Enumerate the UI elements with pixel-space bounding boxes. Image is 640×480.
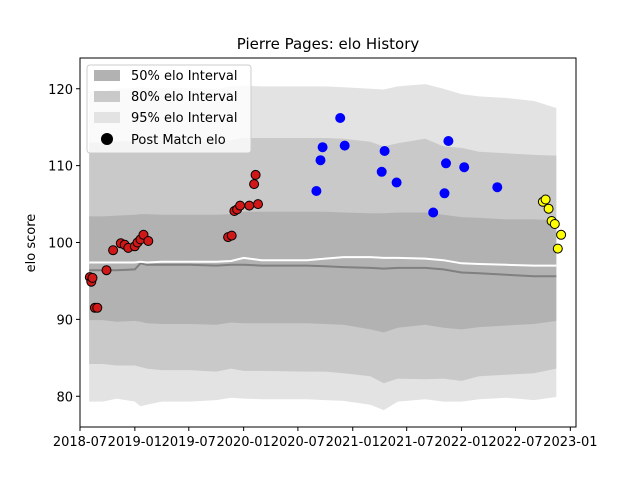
data-point: [87, 272, 98, 283]
data-point: [101, 265, 112, 276]
data-point: [226, 230, 237, 241]
legend-box: [86, 64, 252, 154]
data-point: [315, 155, 326, 166]
chart-title: Pierre Pages: elo History: [237, 35, 420, 53]
x-tick-label: 2022-01: [434, 435, 488, 450]
mean-line: [89, 256, 557, 267]
x-tick-label: 2018-07: [53, 435, 107, 450]
data-point: [143, 236, 154, 246]
x-tick-label: 2019-07: [162, 435, 216, 450]
x-tick-label: 2019-01: [108, 435, 162, 450]
legend-swatch-80: [94, 91, 120, 102]
x-tick-label: 2022-07: [488, 435, 542, 450]
x-tick-label: 2021-07: [380, 435, 434, 450]
data-point: [556, 229, 567, 240]
median-line: [89, 262, 557, 278]
data-point: [311, 186, 322, 196]
data-point: [249, 179, 260, 190]
y-tick-label: 100: [48, 237, 73, 252]
data-point: [552, 243, 563, 254]
data-point: [428, 207, 439, 218]
data-point: [253, 199, 263, 210]
y-tick-label: 80: [56, 390, 73, 405]
data-point: [235, 200, 246, 211]
legend-marker-post-match: [101, 133, 113, 145]
data-point: [92, 302, 103, 313]
data-point: [376, 166, 387, 177]
legend-label-post-match: Post Match elo: [131, 133, 226, 148]
legend-swatch-95: [94, 112, 120, 123]
legend-label-80: 80% elo Interval: [131, 90, 238, 105]
legend-label-95: 95% elo Interval: [131, 111, 238, 126]
plot-area: [84, 84, 567, 411]
data-point: [543, 203, 554, 214]
band-50: [89, 211, 557, 333]
x-tick-label: 2020-07: [271, 435, 325, 450]
data-point: [339, 140, 350, 151]
axes: 2018-07 2019-01 2019-07 2020-01 2020-07 2021-…: [48, 83, 597, 450]
data-point: [443, 136, 454, 146]
data-point: [492, 182, 503, 193]
data-point: [250, 169, 261, 180]
data-point: [379, 146, 390, 156]
legend-swatch-50: [94, 70, 120, 81]
legend-label-50: 50% elo Interval: [131, 69, 238, 84]
data-point: [540, 194, 551, 205]
x-tick-label: 2020-01: [216, 435, 270, 450]
data-point: [335, 113, 346, 123]
y-axis-label: elo score: [24, 214, 39, 273]
y-tick-label: 120: [48, 83, 73, 98]
data-point: [441, 158, 451, 169]
y-tick-label: 110: [48, 160, 73, 175]
data-point: [391, 177, 402, 188]
data-point: [317, 142, 328, 153]
data-point: [439, 188, 450, 199]
data-point: [549, 219, 560, 229]
data-point: [459, 162, 470, 173]
data-point: [244, 200, 255, 211]
x-tick-label: 2021-01: [326, 435, 380, 450]
data-point: [108, 245, 119, 256]
y-tick-label: 90: [56, 313, 73, 328]
x-tick-label: 2023-01: [543, 435, 597, 450]
legend: 50% elo Interval 80% elo Interval 95% el…: [86, 64, 252, 154]
